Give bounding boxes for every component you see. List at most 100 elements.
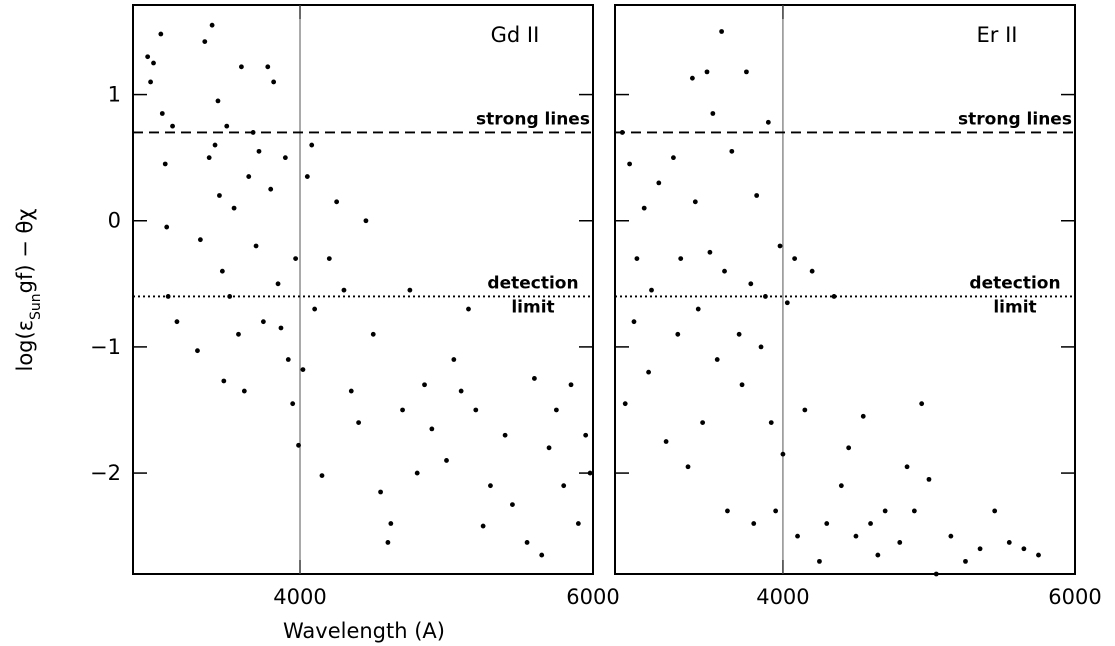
line-annotation: strong lines (476, 109, 590, 129)
point (765, 119, 771, 125)
point (926, 476, 932, 482)
point (977, 546, 983, 552)
line-annotation: detection (487, 273, 578, 293)
point (236, 331, 241, 337)
point (675, 331, 681, 337)
point (868, 521, 873, 526)
point (326, 256, 332, 261)
point (239, 64, 244, 70)
point (278, 325, 284, 331)
point (963, 558, 968, 564)
point (1021, 546, 1027, 552)
point (846, 445, 852, 451)
x-tick-label: 4000 (756, 585, 809, 609)
point (1036, 552, 1041, 558)
point (780, 451, 786, 457)
point (744, 69, 749, 75)
point (539, 552, 545, 558)
point (473, 407, 479, 413)
point (751, 521, 757, 526)
point (202, 39, 208, 44)
plot-frame (614, 4, 1076, 575)
point (458, 388, 464, 394)
point (689, 75, 695, 81)
point (754, 193, 760, 198)
x-tick-label: 6000 (1048, 585, 1101, 609)
point (170, 123, 175, 129)
point (758, 344, 764, 350)
line-annotation: detection (969, 273, 1060, 293)
point (802, 407, 808, 413)
point (271, 79, 277, 85)
point (300, 367, 306, 373)
y-axis-label: log(εSungf) − θχ (13, 208, 44, 371)
line-annotation: strong lines (958, 109, 1072, 129)
point (568, 382, 574, 388)
x-axis-label: Wavelength (A) (283, 619, 445, 643)
point (385, 540, 391, 545)
point (148, 79, 153, 85)
x-tick-label: 6000 (566, 585, 619, 609)
point (663, 439, 669, 444)
point (671, 155, 676, 161)
point (792, 256, 798, 261)
line-annotation: limit (993, 297, 1036, 317)
point (290, 401, 296, 407)
point (219, 268, 225, 274)
point (678, 256, 684, 261)
point (348, 388, 354, 394)
point (429, 426, 435, 432)
point (719, 29, 725, 34)
point (231, 205, 237, 211)
point (700, 420, 706, 426)
point (256, 148, 262, 154)
point (341, 287, 347, 293)
point (241, 388, 247, 394)
point (784, 300, 790, 306)
point (174, 319, 180, 325)
point (631, 319, 637, 325)
point (875, 552, 881, 558)
point (162, 161, 168, 167)
point (911, 508, 917, 514)
point (319, 473, 325, 478)
panel-title: Gd II (491, 23, 540, 47)
point (356, 420, 362, 426)
point (838, 483, 844, 489)
point (729, 148, 735, 154)
point (217, 193, 222, 198)
point (363, 218, 369, 224)
point (707, 249, 713, 255)
point (768, 420, 774, 426)
point (165, 294, 171, 299)
point (224, 123, 230, 129)
point (795, 533, 800, 539)
point (587, 470, 593, 476)
point (773, 508, 779, 514)
point (641, 205, 647, 211)
point (370, 331, 376, 337)
point (532, 376, 537, 381)
y-label-part: log(ε (13, 320, 37, 372)
point (407, 287, 413, 293)
y-tick-label: −1 (90, 335, 121, 359)
point (583, 432, 589, 438)
point (739, 382, 745, 388)
point (695, 306, 701, 312)
point (575, 521, 581, 526)
point (553, 407, 559, 413)
point (704, 69, 710, 75)
point (502, 432, 508, 438)
point (444, 458, 449, 463)
point (649, 287, 654, 293)
point (285, 357, 291, 362)
point (209, 22, 215, 28)
y-tick-label: −2 (90, 461, 121, 485)
point (159, 111, 165, 116)
point (763, 294, 768, 299)
x-tick-label: 4000 (273, 585, 326, 609)
point (488, 483, 493, 489)
point (227, 294, 233, 299)
point (250, 130, 256, 135)
